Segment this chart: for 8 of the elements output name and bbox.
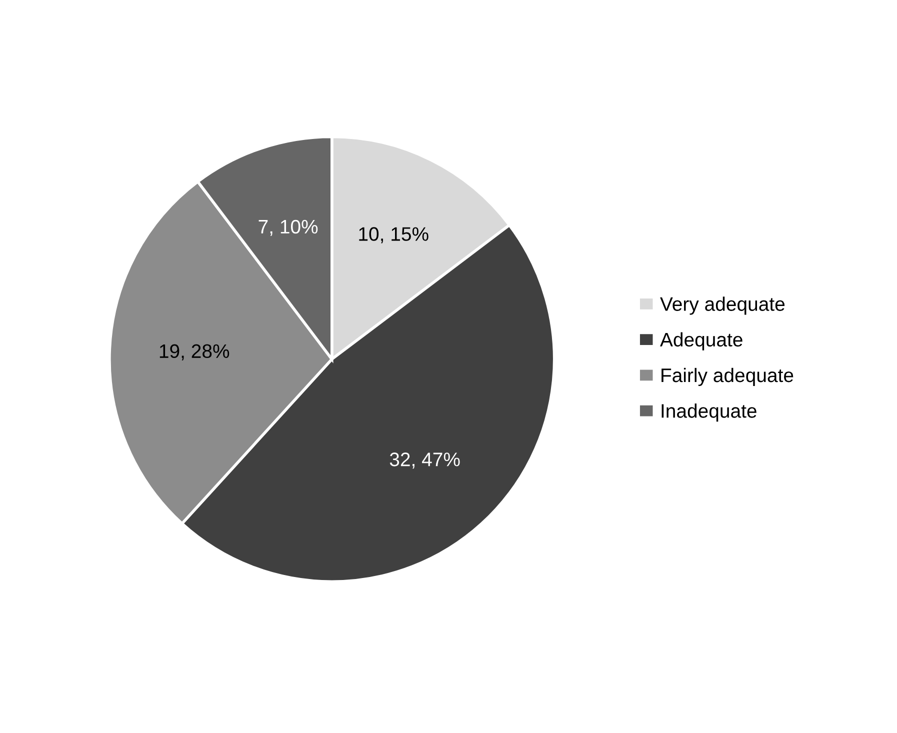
- data-label: 32, 47%: [390, 452, 460, 469]
- data-label: 19, 28%: [160, 344, 230, 360]
- data-label: 10, 15%: [359, 227, 428, 244]
- legend-label: Inadequate: [662, 404, 756, 422]
- legend-label: Very adequate: [660, 296, 785, 315]
- data-label: 7, 10%: [258, 220, 318, 236]
- legend-label: Adequate: [660, 332, 742, 350]
- legend-label: Fairly adequate: [662, 368, 794, 386]
